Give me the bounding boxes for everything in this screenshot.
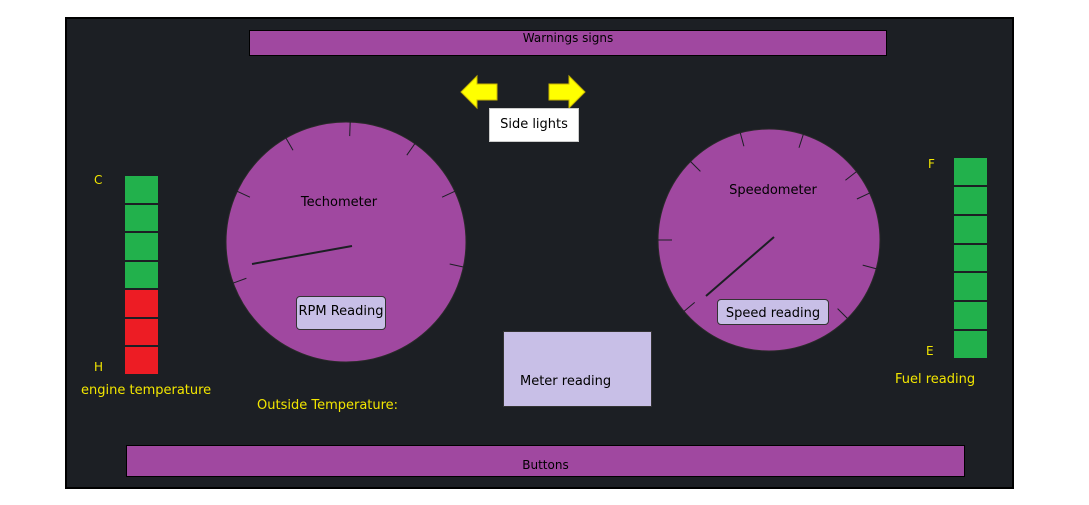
bar-segment [953,157,988,186]
gauge-tick [449,263,464,268]
gauge-tick [739,132,745,147]
left-arrow-icon [460,74,498,110]
gauge-tick [798,134,804,148]
gauge-tick [285,137,294,151]
bar-segment [953,185,988,215]
bar-segment [953,330,988,359]
buttons-bar[interactable]: Buttons [126,445,965,477]
gauge-tick [690,161,701,172]
bar-segment [124,175,159,204]
bar-segment [953,243,988,273]
gauge-tick [237,190,251,198]
fuel-top-label: F [928,157,935,171]
right-arrow-icon [548,74,586,110]
gauge-tick [837,308,848,319]
gauge-tick [845,171,857,181]
gauge-tick [233,277,247,284]
bar-segment [124,317,159,347]
speed-reading-label: Speed reading [725,306,821,321]
warnings-signs-label: Warnings signs [522,31,614,45]
bar-segment [953,301,988,331]
fuel-bottom-label: E [926,344,934,358]
warnings-signs-bar: Warnings signs [249,30,887,56]
tachometer-label: Techometer [300,195,378,210]
tachometer-gauge: Techometer [225,121,467,363]
meter-reading-label: Meter reading [520,374,612,389]
gauge-tick [441,190,455,198]
speedometer-gauge: Speedometer [657,128,881,352]
gauge-tick [856,192,870,200]
fuel-reading-label: Fuel reading [895,372,976,387]
rpm-reading-display: RPM Reading [296,296,386,330]
bar-segment [124,260,159,290]
outside-temperature-label: Outside Temperature: [257,398,399,413]
bar-segment [953,272,988,302]
buttons-label: Buttons [522,458,569,472]
bar-segment [124,346,159,375]
bar-segment [953,214,988,244]
engine-temperature-label: engine temperature [81,383,212,398]
fuel-level-bar [953,157,988,359]
bar-segment [124,232,159,261]
bar-segment [124,203,159,233]
gauge-tick [406,143,416,156]
rpm-reading-label: RPM Reading [298,304,384,319]
gauge-tick [862,264,877,270]
speedometer-needle [705,236,775,297]
meter-reading-display: Meter reading [503,331,652,407]
tachometer-needle [251,245,353,265]
side-lights-label: Side lights [500,117,568,132]
speed-reading-display: Speed reading [717,299,829,325]
engine-temperature-bar [124,175,159,375]
engine-temp-top-label: C [94,173,103,187]
side-lights-arrows [460,74,586,110]
engine-temp-bottom-label: H [94,360,104,374]
gauge-tick [683,301,696,312]
speedometer-label: Speedometer [729,183,817,198]
side-lights-label-box: Side lights [489,108,579,142]
bar-segment [124,289,159,318]
